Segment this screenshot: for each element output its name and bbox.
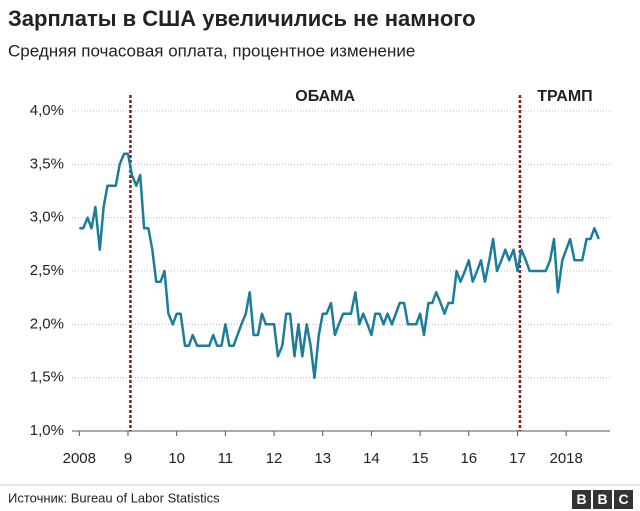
x-tick-label: 16: [460, 450, 477, 467]
y-tick-label: 3,0%: [30, 209, 64, 226]
x-tick-label: 14: [363, 450, 380, 467]
event-label: ОБАМА: [295, 88, 355, 105]
x-tick-label: 9: [124, 450, 132, 467]
x-tick-label: 12: [266, 450, 283, 467]
x-tick-label: 2008: [63, 450, 96, 467]
x-tick-label: 17: [509, 450, 526, 467]
chart-subtitle: Средняя почасовая оплата, процентное изм…: [8, 41, 415, 60]
y-tick-label: 2,5%: [30, 262, 64, 279]
source: Источник: Bureau of Labor Statistics: [8, 490, 220, 505]
logo-box: [593, 490, 612, 509]
y-tick-label: 1,0%: [30, 422, 64, 439]
data-line: [79, 152, 600, 379]
y-tick-label: 2,0%: [30, 315, 64, 332]
logo-letter: B: [597, 491, 607, 507]
x-tick-label: 10: [168, 450, 185, 467]
chart-title: Зарплаты в США увеличились не намного: [8, 6, 476, 31]
y-tick-label: 3,5%: [30, 155, 64, 172]
logo-box: [614, 490, 633, 509]
logo-box: [572, 490, 591, 509]
event-label: ТРАМП: [537, 88, 592, 105]
y-tick-label: 1,5%: [30, 369, 64, 386]
logo-letter: B: [576, 491, 586, 507]
x-tick-label: 13: [314, 450, 331, 467]
logo-letter: C: [618, 491, 628, 507]
x-tick-label: 2018: [549, 450, 582, 467]
y-tick-label: 4,0%: [30, 102, 64, 119]
x-tick-label: 11: [218, 450, 234, 467]
x-tick-label: 15: [412, 450, 429, 467]
